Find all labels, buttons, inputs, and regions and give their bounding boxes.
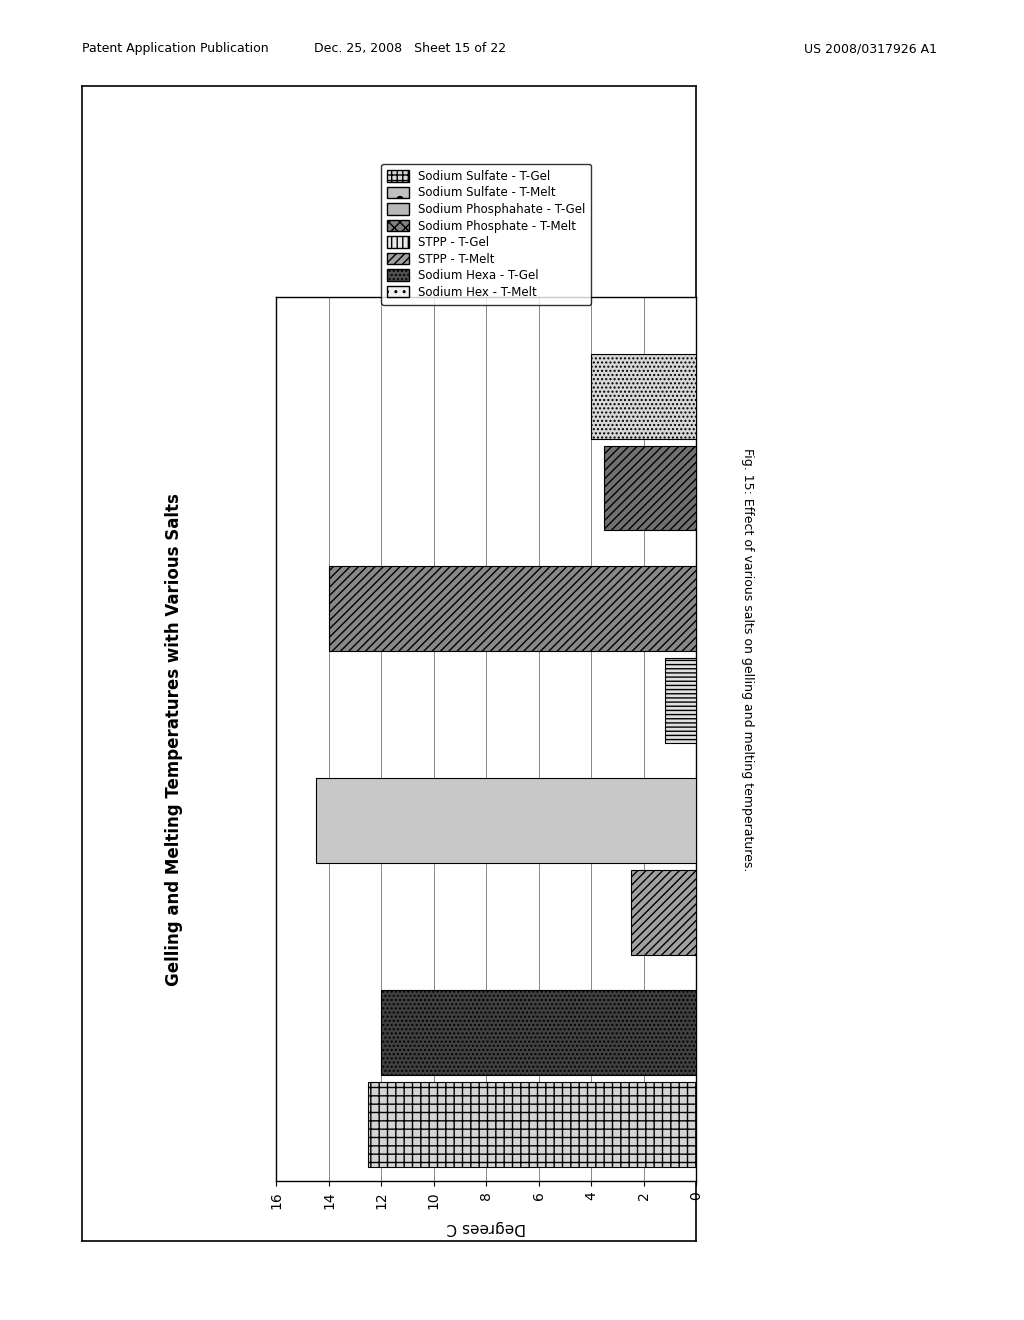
Legend: Sodium Sulfate - T-Gel, Sodium Sulfate - T-Melt, Sodium Phosphahate - T-Gel, Sod: Sodium Sulfate - T-Gel, Sodium Sulfate -… (382, 164, 591, 305)
Bar (591, 354, 696, 438)
Text: Dec. 25, 2008   Sheet 15 of 22: Dec. 25, 2008 Sheet 15 of 22 (313, 42, 506, 55)
Text: Fig. 15: Effect of various salts on gelling and melting temperatures.: Fig. 15: Effect of various salts on gell… (741, 449, 754, 871)
Bar (604, 446, 696, 531)
Text: Gelling and Melting Temperatures with Various Salts: Gelling and Melting Temperatures with Va… (165, 492, 183, 986)
X-axis label: Degrees C: Degrees C (446, 1220, 526, 1236)
Bar (381, 990, 696, 1076)
Bar (329, 566, 696, 651)
Bar (631, 870, 696, 954)
Bar (315, 777, 696, 863)
Text: Patent Application Publication: Patent Application Publication (82, 42, 268, 55)
Text: US 2008/0317926 A1: US 2008/0317926 A1 (804, 42, 937, 55)
Bar (369, 1082, 696, 1167)
Bar (665, 657, 696, 743)
